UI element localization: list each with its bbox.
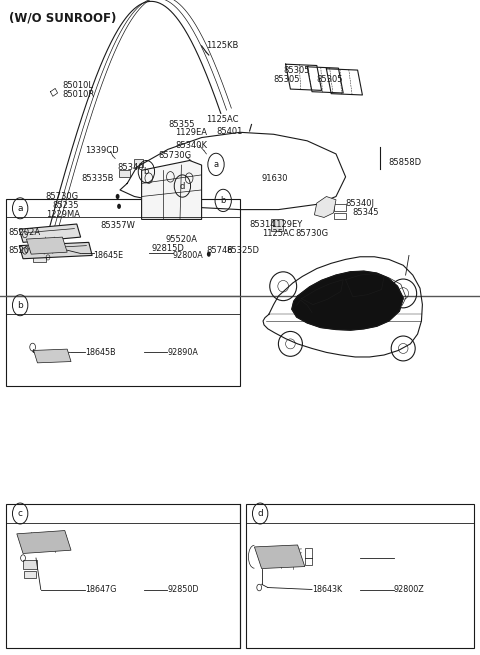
Text: 85305: 85305: [274, 75, 300, 84]
Polygon shape: [34, 349, 71, 363]
Bar: [246, 504, 474, 648]
Text: 85010R: 85010R: [62, 90, 95, 99]
Bar: [31, 234, 43, 241]
Circle shape: [116, 194, 120, 199]
Text: 85340J: 85340J: [346, 198, 374, 208]
Bar: [24, 571, 36, 578]
Bar: [134, 159, 143, 167]
Bar: [148, 202, 188, 234]
Text: 85746: 85746: [206, 246, 233, 255]
Text: 85730G: 85730G: [158, 151, 192, 160]
Polygon shape: [26, 237, 67, 254]
Text: 85305: 85305: [317, 75, 343, 84]
Text: d: d: [180, 181, 185, 191]
Text: 1229MA: 1229MA: [46, 210, 80, 219]
Text: 92815D: 92815D: [151, 244, 184, 253]
Text: 85858D: 85858D: [389, 158, 422, 167]
Bar: [271, 219, 283, 231]
Text: 92800Z: 92800Z: [394, 585, 424, 594]
Text: a: a: [17, 204, 23, 213]
Text: 85335B: 85335B: [82, 174, 114, 183]
Text: 95520A: 95520A: [166, 234, 198, 244]
Text: 85345: 85345: [353, 208, 379, 217]
Bar: [163, 237, 182, 250]
Bar: [23, 560, 37, 569]
Text: 85355: 85355: [168, 120, 194, 129]
Text: 85730G: 85730G: [46, 192, 79, 201]
Bar: [334, 204, 346, 211]
Text: 1125KB: 1125KB: [206, 41, 239, 50]
Bar: [6, 504, 240, 648]
Text: 1125AC: 1125AC: [206, 115, 239, 124]
Text: 1339CD: 1339CD: [85, 146, 119, 155]
Polygon shape: [19, 224, 81, 242]
Circle shape: [207, 252, 211, 257]
Text: b: b: [144, 167, 149, 176]
Text: 91630: 91630: [262, 174, 288, 183]
Bar: [31, 251, 45, 257]
Text: b: b: [17, 301, 23, 310]
Text: 85340: 85340: [118, 162, 144, 172]
Text: 85340K: 85340K: [175, 141, 207, 150]
Text: 1125AC: 1125AC: [262, 229, 294, 238]
Text: 1129EY: 1129EY: [271, 219, 302, 229]
Polygon shape: [314, 196, 336, 217]
Bar: [6, 296, 240, 386]
Text: 85401: 85401: [216, 126, 242, 136]
Text: 85314: 85314: [250, 219, 276, 229]
Circle shape: [117, 204, 121, 209]
Text: 85325D: 85325D: [227, 246, 260, 255]
Text: 92890A: 92890A: [167, 348, 198, 357]
Text: c: c: [18, 509, 23, 518]
Bar: [172, 227, 182, 237]
Polygon shape: [142, 160, 202, 219]
Polygon shape: [19, 242, 92, 259]
Text: 1129EA: 1129EA: [175, 128, 207, 137]
Polygon shape: [17, 531, 71, 553]
Bar: [98, 210, 115, 224]
Polygon shape: [292, 271, 403, 330]
Polygon shape: [254, 545, 305, 569]
Text: d: d: [257, 509, 263, 518]
Bar: [305, 548, 312, 565]
Text: 85202A: 85202A: [9, 228, 41, 237]
Text: 18645B: 18645B: [85, 348, 116, 357]
Text: 18643K: 18643K: [312, 585, 342, 594]
Text: 18645E: 18645E: [94, 251, 124, 260]
Text: 85201A: 85201A: [9, 246, 41, 255]
Text: 85730G: 85730G: [295, 229, 328, 238]
Bar: [33, 254, 46, 262]
Bar: [146, 200, 190, 236]
Text: 85305: 85305: [283, 66, 310, 75]
Text: 85357W: 85357W: [101, 221, 136, 231]
Text: 92800A: 92800A: [173, 251, 204, 260]
Text: 18647G: 18647G: [85, 585, 117, 594]
Text: b: b: [220, 196, 226, 205]
Text: a: a: [214, 160, 218, 169]
Bar: [334, 213, 346, 219]
Bar: [6, 199, 240, 296]
Text: 85235: 85235: [53, 201, 79, 210]
Text: (W/O SUNROOF): (W/O SUNROOF): [9, 11, 116, 24]
Text: 85010L: 85010L: [62, 81, 94, 90]
Bar: [119, 170, 130, 177]
Text: 92850D: 92850D: [167, 585, 199, 594]
